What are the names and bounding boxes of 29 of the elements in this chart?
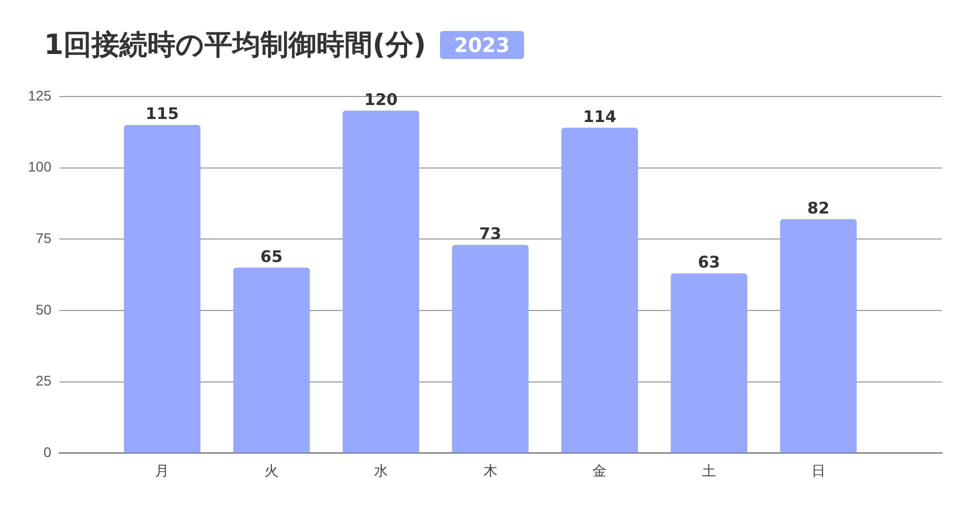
x-tick-label: 水 xyxy=(374,462,388,478)
x-tick-label: 月 xyxy=(155,462,170,478)
bar xyxy=(780,219,857,453)
data-label: 115 xyxy=(145,104,179,124)
x-tick-label: 木 xyxy=(483,462,498,478)
bar xyxy=(233,268,310,453)
y-tick-label: 75 xyxy=(36,230,52,246)
data-label: 63 xyxy=(698,252,720,272)
data-label: 114 xyxy=(582,106,616,126)
bar xyxy=(124,124,200,453)
x-tick-label: 火 xyxy=(264,462,279,478)
bar xyxy=(561,128,638,453)
bar xyxy=(452,244,529,453)
bar xyxy=(670,273,748,453)
data-label: 120 xyxy=(364,90,398,109)
x-tick-label: 金 xyxy=(592,462,607,478)
x-tick-label: 土 xyxy=(702,462,716,478)
y-tick-label: 25 xyxy=(36,372,52,389)
x-tick-label: 日 xyxy=(811,462,826,478)
bar xyxy=(342,110,420,453)
chart-subtitle: 2023 xyxy=(440,31,524,59)
data-label: 82 xyxy=(807,198,830,218)
data-label: 73 xyxy=(479,224,502,243)
y-tick-label: 125 xyxy=(28,87,52,104)
chart-title: 1回接続時の平均制御時間(分) xyxy=(44,27,426,63)
y-tick-label: 0 xyxy=(44,444,52,460)
data-label: 65 xyxy=(260,246,283,266)
y-tick-label: 100 xyxy=(28,158,52,175)
y-tick-label: 50 xyxy=(36,301,52,318)
